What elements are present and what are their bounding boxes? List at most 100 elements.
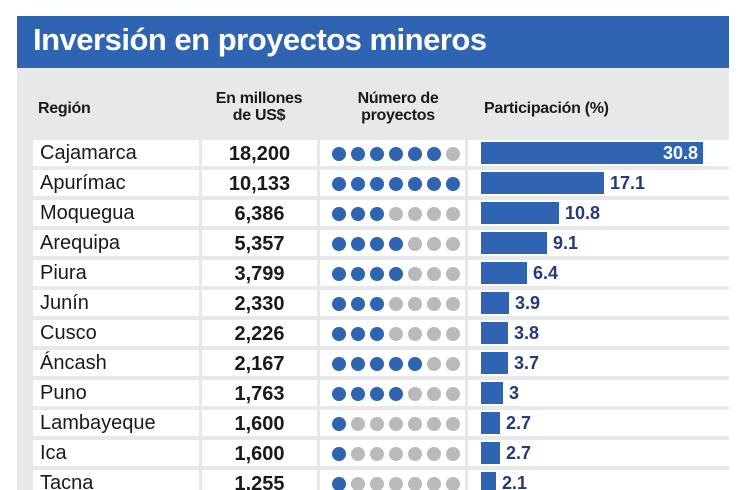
region-cell: Piura: [33, 260, 199, 286]
project-dot-empty: [408, 417, 422, 431]
share-cell: 3.8: [468, 320, 729, 346]
share-bar: [481, 322, 508, 344]
region-name: Puno: [40, 382, 87, 404]
table-row: Apurímac 10,133 17.1: [17, 170, 729, 200]
share-bar: [481, 442, 500, 464]
project-dot-filled: [332, 237, 346, 251]
project-dot-filled: [408, 147, 422, 161]
project-dot-empty: [389, 477, 403, 490]
table-row: Áncash 2,167 3.7: [17, 350, 729, 380]
project-dot-empty: [446, 237, 460, 251]
project-dot-filled: [332, 417, 346, 431]
table-row: Piura 3,799 6.4: [17, 260, 729, 290]
project-dot-filled: [370, 237, 384, 251]
project-dot-filled: [351, 147, 365, 161]
investment-value: 1,763: [234, 383, 285, 405]
header-region: Región: [38, 100, 91, 117]
investment-cell: 1,255: [202, 470, 317, 490]
project-dot-empty: [351, 417, 365, 431]
share-label: 17.1: [610, 173, 646, 193]
project-dot-empty: [446, 327, 460, 341]
investment-value: 3,799: [234, 263, 285, 285]
investment-cell: 6,386: [202, 200, 317, 226]
projects-cell: [320, 320, 465, 346]
project-dot-empty: [427, 237, 441, 251]
projects-cell: [320, 290, 465, 316]
project-dot-empty: [446, 417, 460, 431]
project-dot-empty: [446, 477, 460, 490]
investment-value: 18,200: [228, 143, 291, 165]
project-dot-empty: [427, 327, 441, 341]
project-dot-empty: [370, 417, 384, 431]
projects-cell: [320, 170, 465, 196]
share-cell: 6.4: [468, 260, 729, 286]
project-dot-empty: [408, 447, 422, 461]
investment-cell: 1,600: [202, 440, 317, 466]
investment-cell: 2,330: [202, 290, 317, 316]
investment-value: 6,386: [234, 203, 285, 225]
region-name: Ica: [40, 442, 67, 464]
investment-value: 2,330: [234, 293, 285, 315]
project-dot-empty: [408, 327, 422, 341]
project-dot-empty: [370, 447, 384, 461]
project-dot-empty: [389, 327, 403, 341]
project-dot-empty: [389, 297, 403, 311]
region-name: Cusco: [40, 322, 97, 344]
project-dot-filled: [446, 177, 460, 191]
region-name: Apurímac: [40, 172, 126, 194]
region-cell: Junín: [33, 290, 199, 316]
header-projects: Número de proyectos: [335, 90, 461, 124]
share-bar: [481, 352, 508, 374]
project-dot-filled: [370, 147, 384, 161]
region-name: Piura: [40, 262, 87, 284]
projects-cell: [320, 410, 465, 436]
project-dot-filled: [332, 477, 346, 490]
project-dot-empty: [427, 357, 441, 371]
project-dot-empty: [389, 417, 403, 431]
project-dot-empty: [408, 477, 422, 490]
region-name: Junín: [40, 292, 89, 314]
project-dot-empty: [427, 267, 441, 281]
project-dot-empty: [351, 477, 365, 490]
investment-cell: 3,799: [202, 260, 317, 286]
projects-cell: [320, 200, 465, 226]
projects-cell: [320, 140, 465, 166]
region-cell: Puno: [33, 380, 199, 406]
project-dot-filled: [351, 207, 365, 221]
investment-value: 10,133: [228, 173, 291, 195]
share-cell: 2.1: [468, 470, 729, 490]
table-row: Ica 1,600 2.7: [17, 440, 729, 470]
project-dot-filled: [332, 327, 346, 341]
share-cell: 2.7: [468, 440, 729, 466]
share-label: 9.1: [553, 233, 579, 253]
project-dot-filled: [370, 207, 384, 221]
projects-cell: [320, 440, 465, 466]
project-dot-filled: [332, 177, 346, 191]
project-dot-empty: [427, 387, 441, 401]
investment-value: 2,167: [234, 353, 285, 375]
project-dot-filled: [389, 177, 403, 191]
project-dot-empty: [408, 207, 422, 221]
header-investment: En millones de US$: [201, 90, 317, 124]
project-dot-empty: [408, 237, 422, 251]
share-cell: 3: [468, 380, 729, 406]
project-dot-empty: [389, 447, 403, 461]
project-dot-filled: [370, 327, 384, 341]
project-dot-filled: [370, 357, 384, 371]
share-cell: 9.1: [468, 230, 729, 256]
share-label: 6.4: [533, 263, 559, 283]
project-dot-filled: [389, 267, 403, 281]
project-dot-filled: [370, 267, 384, 281]
project-dot-empty: [446, 447, 460, 461]
project-dot-filled: [332, 207, 346, 221]
project-dot-filled: [389, 237, 403, 251]
project-dot-filled: [351, 357, 365, 371]
infographic-panel: Inversión en proyectos mineros Región En…: [17, 16, 729, 490]
project-dot-empty: [427, 477, 441, 490]
table-row: Cajamarca 18,200 30.8: [17, 140, 729, 170]
investment-value: 1,600: [234, 413, 285, 435]
share-cell: 30.8: [468, 140, 729, 166]
project-dot-filled: [408, 177, 422, 191]
investment-cell: 18,200: [202, 140, 317, 166]
share-label: 30.8: [662, 143, 698, 163]
